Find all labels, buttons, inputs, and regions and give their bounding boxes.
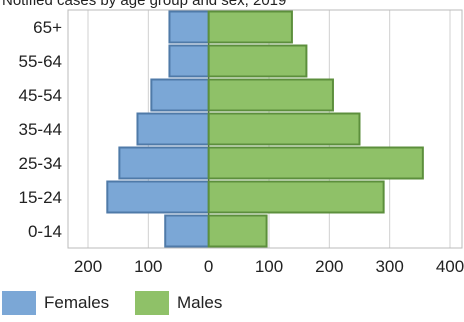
bar-females-55-64: [168, 44, 210, 78]
y-category-label: 0-14: [28, 222, 62, 241]
y-category-label: 45-54: [19, 86, 62, 105]
bar-females-35-44: [136, 112, 210, 146]
bar-males-15-24: [207, 180, 385, 214]
y-axis-labels: 65+ 55-64 45-54 35-44 25-34 15-24 0-14: [19, 18, 63, 241]
bar-males-0-14: [207, 214, 268, 248]
x-tick-label: 400: [436, 257, 464, 276]
y-category-label: 35-44: [19, 120, 62, 139]
legend-label-females: Females: [44, 293, 110, 312]
x-tick-label: 100: [255, 257, 283, 276]
bar-females-25-34: [118, 146, 210, 180]
legend-item-males: Males: [135, 291, 222, 315]
bar-males-45-54: [207, 78, 334, 112]
bar-females-15-24: [106, 180, 210, 214]
bar-males-65+: [207, 10, 293, 44]
y-category-label: 15-24: [19, 188, 62, 207]
legend-swatch-females: [2, 291, 36, 315]
bars: [106, 10, 424, 248]
x-tick-label: 100: [134, 257, 162, 276]
legend-swatch-males: [135, 291, 169, 315]
x-tick-label: 200: [74, 257, 102, 276]
bar-males-35-44: [207, 112, 361, 146]
legend-item-females: Females: [2, 291, 109, 315]
bar-males-55-64: [207, 44, 308, 78]
bar-females-65+: [168, 10, 210, 44]
x-axis-labels: 200 100 0 100 200 300 400: [74, 257, 464, 276]
x-tick-label: 0: [204, 257, 213, 276]
bar-females-45-54: [150, 78, 210, 112]
y-category-label: 55-64: [19, 52, 62, 71]
x-tick-label: 200: [315, 257, 343, 276]
y-category-label: 25-34: [19, 154, 62, 173]
plot-frame: [67, 9, 463, 249]
population-pyramid-chart: Notified cases by age group and sex, 201…: [2, 0, 464, 276]
legend-label-males: Males: [177, 293, 223, 312]
chart-title: Notified cases by age group and sex, 201…: [2, 0, 286, 9]
bar-males-25-34: [207, 146, 424, 180]
bar-females-0-14: [164, 214, 210, 248]
legend: Females Males: [0, 286, 464, 322]
x-tick-label: 300: [375, 257, 403, 276]
y-category-label: 65+: [33, 18, 62, 37]
